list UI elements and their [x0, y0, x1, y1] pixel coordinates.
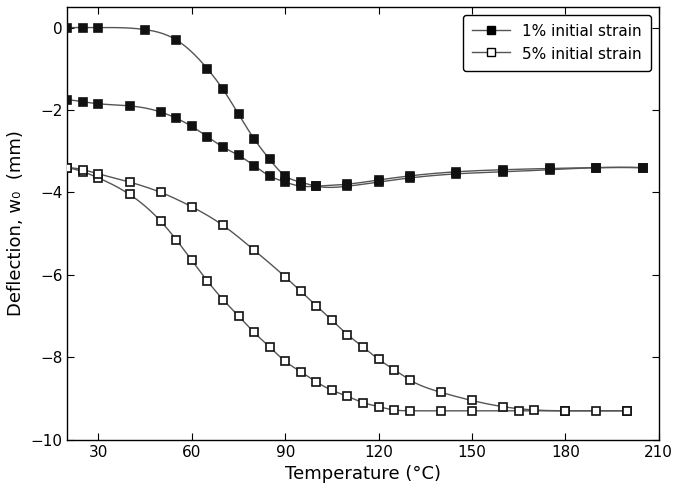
5% initial strain	[172, 237, 180, 243]
5% initial strain	[296, 368, 305, 374]
1% initial strain	[639, 165, 647, 171]
1% initial strain	[141, 26, 149, 32]
5% initial strain	[343, 393, 352, 399]
5% initial strain	[312, 379, 320, 385]
1% initial strain	[499, 169, 507, 175]
5% initial strain	[63, 165, 71, 171]
1% initial strain	[452, 171, 460, 177]
5% initial strain	[79, 169, 87, 175]
5% initial strain	[250, 330, 258, 336]
5% initial strain	[235, 313, 243, 319]
5% initial strain	[624, 408, 632, 414]
1% initial strain	[266, 156, 274, 162]
5% initial strain	[515, 408, 523, 414]
5% initial strain	[561, 408, 569, 414]
5% initial strain	[390, 407, 398, 413]
1% initial strain	[63, 24, 71, 30]
5% initial strain	[156, 218, 165, 224]
1% initial strain	[312, 183, 320, 189]
1% initial strain	[203, 66, 211, 72]
1% initial strain	[375, 179, 383, 185]
Legend: 1% initial strain, 5% initial strain: 1% initial strain, 5% initial strain	[462, 15, 651, 71]
5% initial strain	[375, 404, 383, 410]
1% initial strain	[95, 24, 103, 30]
1% initial strain	[250, 136, 258, 142]
5% initial strain	[437, 408, 445, 414]
1% initial strain	[219, 86, 227, 92]
1% initial strain	[235, 111, 243, 117]
5% initial strain	[405, 408, 413, 414]
5% initial strain	[219, 296, 227, 302]
1% initial strain	[343, 183, 352, 189]
1% initial strain	[592, 165, 600, 171]
5% initial strain	[328, 387, 336, 393]
5% initial strain	[266, 344, 274, 350]
1% initial strain	[79, 24, 87, 30]
1% initial strain	[172, 37, 180, 43]
1% initial strain	[545, 167, 554, 172]
Y-axis label: Deflection, w₀  (mm): Deflection, w₀ (mm)	[7, 130, 25, 316]
X-axis label: Temperature (°C): Temperature (°C)	[285, 465, 441, 483]
5% initial strain	[126, 192, 134, 197]
1% initial strain	[296, 179, 305, 185]
5% initial strain	[188, 257, 196, 263]
5% initial strain	[359, 400, 367, 406]
Line: 5% initial strain: 5% initial strain	[63, 164, 632, 415]
1% initial strain	[281, 173, 289, 179]
Line: 1% initial strain: 1% initial strain	[63, 24, 647, 191]
5% initial strain	[203, 278, 211, 284]
5% initial strain	[95, 175, 103, 181]
1% initial strain	[405, 175, 413, 181]
5% initial strain	[281, 358, 289, 364]
5% initial strain	[468, 408, 476, 414]
